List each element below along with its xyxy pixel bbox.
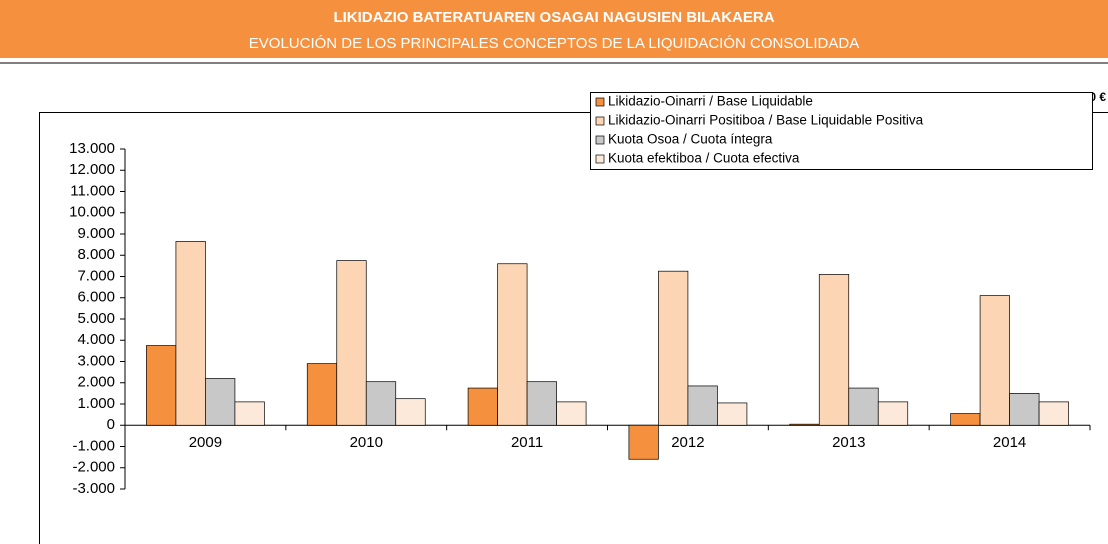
bar [789, 423, 820, 426]
bar [336, 260, 367, 426]
bar [467, 387, 498, 426]
header-band [0, 0, 1108, 58]
x-tick-label: 2012 [671, 434, 704, 451]
bar [950, 413, 981, 426]
bar [717, 402, 748, 426]
legend-label: Kuota Osoa / Cuota íntegra [608, 132, 773, 147]
title: LIKIDAZIO BATERATUAREN OSAGAI NAGUSIEN B… [333, 9, 774, 26]
legend-box [590, 92, 1093, 170]
y-tick-label: 0 [107, 416, 115, 433]
y-tick-label: 7.000 [77, 267, 115, 284]
bar [365, 381, 397, 426]
y-tick-label: 13.000 [69, 140, 115, 157]
legend-label: Likidazio-Oinarri Positiboa / Base Liqui… [608, 113, 924, 128]
bar [175, 241, 206, 426]
bar [848, 387, 879, 426]
bar [526, 381, 557, 426]
y-tick-label: 4.000 [77, 331, 115, 348]
y-tick-label: -1.000 [72, 437, 115, 454]
bar [205, 378, 236, 426]
bar [818, 274, 850, 426]
bar [1009, 393, 1040, 426]
y-tick-label: 1.000 [77, 395, 115, 412]
bar [395, 398, 426, 426]
bar [556, 401, 587, 426]
bar [497, 263, 528, 426]
legend-swatch [595, 154, 605, 164]
y-tick-label: 2.000 [77, 374, 115, 391]
bar [234, 401, 265, 426]
y-tick-label: 8.000 [77, 246, 115, 263]
bar [979, 295, 1010, 426]
x-tick-label: 2011 [511, 434, 543, 451]
y-tick-label: 11.000 [70, 182, 115, 199]
bar [1038, 401, 1069, 426]
y-tick-label: 10.000 [69, 204, 115, 221]
plot-frame [39, 112, 1108, 544]
subtitle: EVOLUCIÓN DE LOS PRINCIPALES CONCEPTOS D… [249, 35, 859, 52]
legend-swatch [595, 135, 605, 145]
bar [687, 385, 718, 426]
bar [146, 345, 177, 426]
x-tick-label: 2009 [189, 434, 222, 451]
bar [877, 401, 909, 426]
x-tick-label: 2010 [350, 434, 383, 451]
legend-label: Likidazio-Oinarri / Base Liquidable [608, 94, 813, 109]
y-tick-label: 5.000 [77, 310, 115, 327]
legend-label: Kuota efektiboa / Cuota efectiva [608, 151, 800, 166]
bar [628, 424, 659, 460]
y-tick-label: 6.000 [77, 289, 115, 306]
bar [306, 363, 338, 426]
legend-swatch [595, 116, 605, 126]
legend-swatch [595, 97, 605, 107]
y-tick-label: -2.000 [72, 459, 115, 476]
y-tick-label: -3.000 [72, 480, 115, 497]
x-tick-label: 2014 [993, 434, 1026, 451]
y-tick-label: 9.000 [77, 225, 115, 242]
y-tick-label: 3.000 [77, 352, 115, 369]
y-tick-label: 12.000 [69, 161, 115, 178]
bar [658, 270, 689, 426]
x-tick-label: 2013 [832, 434, 865, 451]
